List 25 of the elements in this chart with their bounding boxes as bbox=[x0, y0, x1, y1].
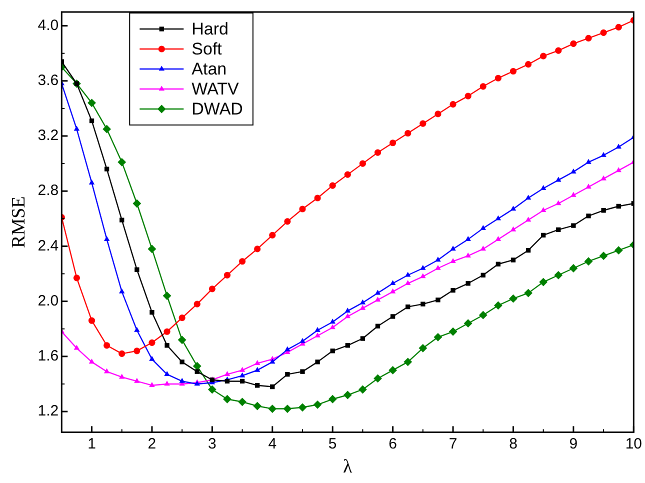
x-tick-label: 9 bbox=[569, 435, 578, 452]
legend-label: Atan bbox=[192, 60, 227, 79]
y-tick-label: 3.2 bbox=[38, 127, 59, 144]
legend-label: Hard bbox=[192, 20, 229, 39]
x-tick-label: 2 bbox=[148, 435, 156, 452]
y-tick-label: 2.4 bbox=[38, 237, 59, 254]
legend-label: DWAD bbox=[192, 100, 243, 119]
y-axis-title: RMSE bbox=[8, 196, 30, 248]
x-tick-label: 1 bbox=[88, 435, 96, 452]
legend-label: WATV bbox=[192, 80, 240, 99]
x-tick-label: 5 bbox=[328, 435, 337, 452]
x-axis-title: λ bbox=[343, 456, 354, 478]
y-tick-label: 3.6 bbox=[38, 72, 59, 90]
y-tick-label: 2.0 bbox=[38, 292, 59, 310]
x-tick-label: 6 bbox=[388, 435, 397, 452]
y-tick-label: 1.2 bbox=[38, 402, 59, 420]
legend-label: Soft bbox=[192, 40, 222, 59]
y-tick-label: 4.0 bbox=[38, 16, 59, 34]
y-tick-label: 2.8 bbox=[38, 182, 59, 200]
x-tick-label: 7 bbox=[448, 435, 458, 452]
x-tick-label: 3 bbox=[208, 435, 216, 452]
x-tick-label: 8 bbox=[509, 435, 518, 452]
x-tick-label: 4 bbox=[268, 435, 277, 452]
x-tick-label: 10 bbox=[625, 435, 642, 452]
y-tick-label: 1.6 bbox=[38, 348, 59, 365]
